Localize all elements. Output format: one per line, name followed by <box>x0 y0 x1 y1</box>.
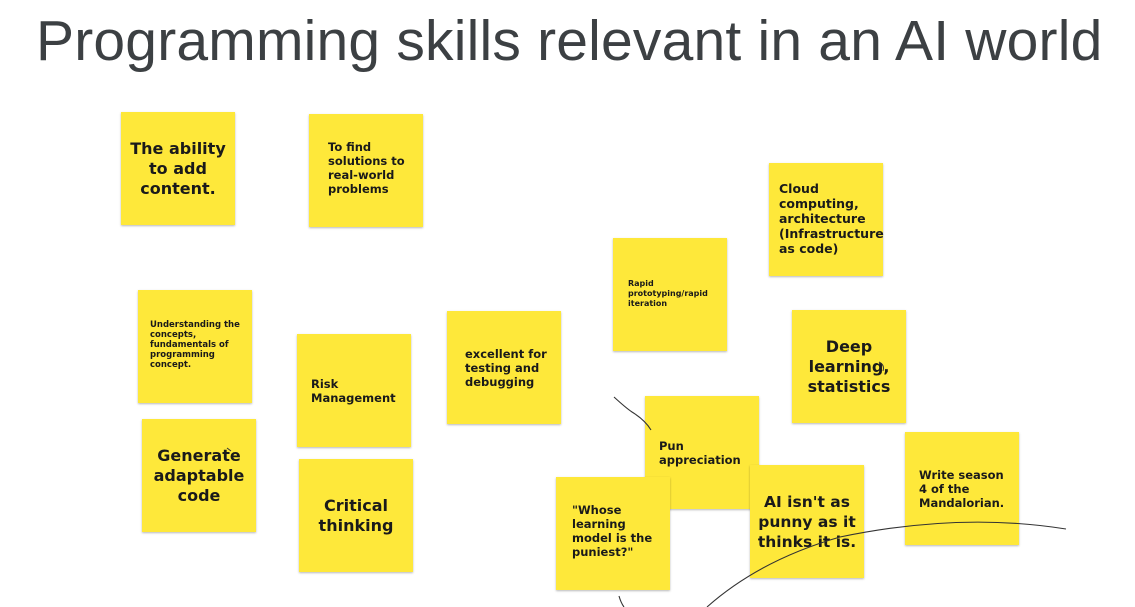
sticky-note-text: Deep learning, statistics <box>807 336 891 396</box>
sticky-note-text: Understanding the concepts, fundamentals… <box>150 320 240 370</box>
sticky-note-text: To find solutions to real-world problems <box>328 140 405 196</box>
sticky-note-testing-debugging[interactable]: excellent for testing and debugging <box>447 311 561 424</box>
sticky-note-add-content[interactable]: The ability to add content. <box>121 112 235 225</box>
sticky-note-text: "Whose learning model is the puniest?" <box>572 503 653 559</box>
sticky-note-text: AI isn't as punny as it thinks it is. <box>757 492 857 551</box>
sticky-note-text: excellent for testing and debugging <box>465 347 547 389</box>
sticky-note-whose-learning-model[interactable]: "Whose learning model is the puniest?" <box>556 477 670 590</box>
sticky-note-mandalorian[interactable]: Write season 4 of the Mandalorian. <box>905 432 1019 545</box>
sticky-note-text: The ability to add content. <box>130 138 226 198</box>
sticky-note-text: Risk Management <box>311 376 396 405</box>
sticky-note-text: Write season 4 of the Mandalorian. <box>919 467 1005 510</box>
sticky-note-text: Rapid prototyping/rapid iteration <box>628 279 708 308</box>
sticky-note-cloud-computing[interactable]: Cloud computing, architecture (Infrastru… <box>769 163 884 276</box>
sticky-note-text: Cloud computing, architecture (Infrastru… <box>779 181 884 256</box>
sticky-note-rapid-prototyping[interactable]: Rapid prototyping/rapid iteration <box>613 238 727 351</box>
sticky-note-understanding-concepts[interactable]: Understanding the concepts, fundamentals… <box>138 290 252 403</box>
sticky-note-real-world[interactable]: To find solutions to real-world problems <box>309 114 423 227</box>
ink-stroke <box>618 595 625 607</box>
sticky-note-generate-code[interactable]: Generate adaptable code <box>142 419 256 532</box>
sticky-note-ai-punny[interactable]: AI isn't as punny as it thinks it is. <box>750 465 864 578</box>
slide-title: Programming skills relevant in an AI wor… <box>36 9 1103 73</box>
sticky-note-deep-learning[interactable]: Deep learning, statistics <box>792 310 906 423</box>
sticky-note-text: Critical thinking <box>318 495 394 535</box>
sticky-note-critical-thinking[interactable]: Critical thinking <box>299 459 413 572</box>
sticky-note-text: Generate adaptable code <box>153 445 245 505</box>
sticky-note-risk-management[interactable]: Risk Management <box>297 334 411 447</box>
sticky-note-text: Pun appreciation <box>659 438 741 467</box>
